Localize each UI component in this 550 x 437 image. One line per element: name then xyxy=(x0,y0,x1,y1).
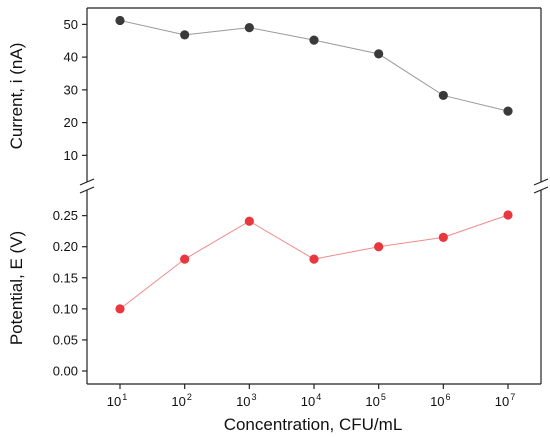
bottom-y-tick-label: 0.05 xyxy=(53,332,78,347)
x-axis: 101 102 103 104 105 106 107 xyxy=(107,384,515,409)
bottom-y-axis: 0.00 0.05 0.10 0.15 0.20 0.25 xyxy=(53,208,87,379)
current-line xyxy=(119,19,509,112)
break-mark xyxy=(533,178,549,186)
x-tick-label: 107 xyxy=(495,392,515,409)
current-point xyxy=(438,90,448,101)
x-axis-title: Concentration, CFU/mL xyxy=(224,415,403,434)
current-point xyxy=(309,35,319,45)
top-y-tick-label: 30 xyxy=(64,82,78,97)
break-mark xyxy=(533,186,549,194)
top-y-tick-label: 10 xyxy=(64,148,78,163)
potential-point xyxy=(244,216,254,226)
x-tick-label: 104 xyxy=(301,392,321,409)
bottom-y-tick-label: 0.10 xyxy=(53,301,78,316)
axis-break-marks xyxy=(79,178,549,194)
top-y-tick-label: 20 xyxy=(64,115,78,130)
x-tick-label: 101 xyxy=(107,392,127,409)
current-point xyxy=(503,106,513,116)
top-y-axis: 10 20 30 40 50 xyxy=(64,17,87,163)
x-tick-label: 103 xyxy=(236,392,256,409)
bottom-y-tick-label: 0.25 xyxy=(53,208,78,223)
potential-point xyxy=(115,304,125,314)
current-point xyxy=(180,30,190,40)
potential-point xyxy=(438,232,448,242)
bottom-y-tick-label: 0.20 xyxy=(53,239,78,254)
top-y-tick-label: 40 xyxy=(64,50,78,65)
current-point xyxy=(374,49,384,59)
bottom-y-tick-label: 0.15 xyxy=(53,270,78,285)
break-mark xyxy=(79,186,95,194)
potential-point xyxy=(374,242,384,252)
current-point xyxy=(244,23,254,33)
bottom-y-axis-title: Potential, E (V) xyxy=(7,231,26,345)
potential-point xyxy=(309,254,319,264)
x-tick-label: 105 xyxy=(365,392,385,409)
current-point xyxy=(115,15,125,26)
bottom-y-tick-label: 0.00 xyxy=(53,364,78,379)
potential-point xyxy=(503,210,513,220)
potential-point xyxy=(180,254,190,264)
x-tick-label: 102 xyxy=(171,392,191,409)
break-mark xyxy=(79,178,95,186)
plot-frame xyxy=(86,7,542,385)
top-y-tick-label: 50 xyxy=(64,17,78,32)
current-series xyxy=(115,15,513,116)
top-y-axis-title: Current, i (nA) xyxy=(7,43,26,150)
x-tick-label: 106 xyxy=(430,392,450,409)
potential-series xyxy=(115,210,513,314)
